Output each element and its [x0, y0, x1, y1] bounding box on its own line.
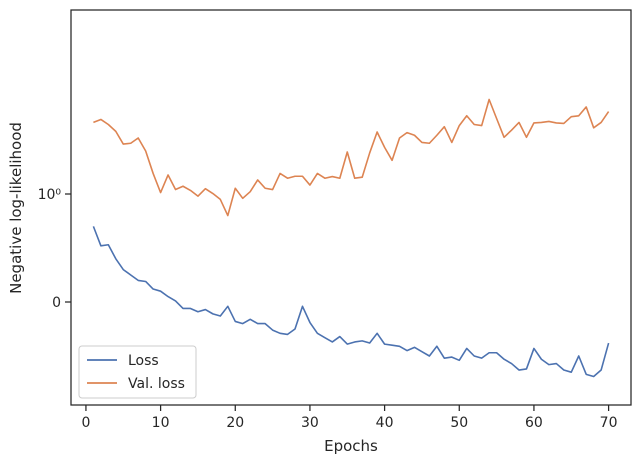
x-ticks: 0 10 20 30 40 50 60 70: [81, 405, 618, 431]
legend: Loss Val. loss: [78, 345, 197, 399]
x-tick-label: 10: [152, 415, 170, 431]
plot-background: [71, 10, 631, 405]
x-tick-label: 50: [450, 415, 468, 431]
series-layer: [92, 98, 610, 378]
x-tick-label: 60: [525, 415, 543, 431]
x-tick-label: 20: [226, 415, 244, 431]
y-axis-title: Negative log-likelihood: [7, 122, 25, 294]
x-tick-label: 70: [600, 415, 618, 431]
series-line-1: [93, 98, 610, 217]
x-tick-label: 40: [376, 415, 394, 431]
y-tick-label: 10⁰: [38, 187, 62, 203]
y-ticks: 0 10⁰: [38, 187, 71, 311]
legend-box: [78, 345, 197, 399]
x-tick-label: 0: [81, 415, 90, 431]
x-axis-title: Epochs: [324, 437, 378, 455]
x-tick-label: 30: [301, 415, 319, 431]
y-tick-label: 0: [52, 295, 61, 311]
series-line-0: [92, 226, 610, 378]
plot-frame: [70, 9, 632, 406]
legend-label: Val. loss: [128, 376, 185, 392]
legend-label: Loss: [128, 353, 159, 369]
